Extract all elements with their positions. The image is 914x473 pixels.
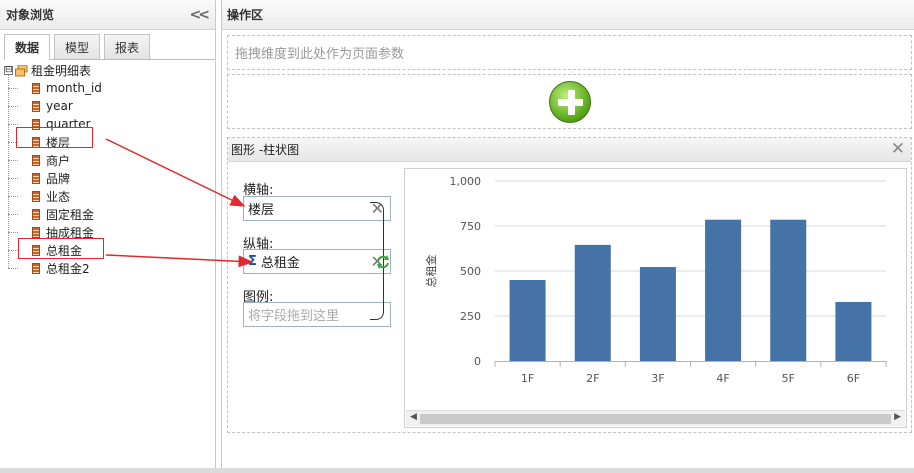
page-param-placeholder: 拖拽维度到此处作为页面参数 [235,47,405,62]
tab-report[interactable]: 报表 [104,34,150,59]
tree-field-item[interactable]: 固定租金 [8,205,102,223]
field-icon [32,100,40,112]
bar-chart: 0 250 500 750 1,000 1F 2F 3F 4F 5F 6F 总租金 ◀ ▶ [404,168,907,428]
field-icon [32,226,40,238]
tree-field-label: 品牌 [46,171,71,186]
x-axis-field-box[interactable]: 楼层 ✕ [243,196,391,221]
field-icon [32,262,40,274]
object-browser-panel: 对象浏览 << 数据 模型 报表 ⊟ 租金明细表 month_id year qua… [0,0,216,468]
y-tick-label: 1,000 [450,175,482,188]
tree-root-label: 租金明细表 [31,64,92,78]
x-tick-label: 6F [847,372,860,385]
tree-root-node[interactable]: ⊟ 租金明细表 [4,62,102,79]
x-axis-field-value: 楼层 [248,203,275,218]
field-icon [32,82,40,94]
collapse-toggle-icon[interactable]: ⊟ [4,65,13,75]
bar [639,267,676,361]
axis-brace [370,202,384,320]
legend-field-box[interactable]: 将字段拖到这里 [243,302,391,327]
bar [509,280,546,361]
field-icon [32,208,40,220]
operation-area: 操作区 拖拽维度到此处作为页面参数 图形 -柱状图 ✕ 横轴: 楼层 ✕ 纵轴:… [221,0,914,468]
tree-field-label: 固定租金 [46,207,95,222]
refresh-swap-icon[interactable] [375,254,391,274]
tree-field-item[interactable]: 总租金 [8,241,102,259]
bar [835,301,872,361]
tree-field-label: 楼层 [46,135,71,150]
y-axis-label: 纵轴: [243,237,274,252]
chart-horizontal-scrollbar[interactable]: ◀ ▶ [406,410,905,426]
green-plus-circle-icon[interactable] [548,80,591,123]
tree-field-label: month_id [46,81,102,95]
scroll-right-icon[interactable]: ▶ [894,412,901,422]
tree-field-item[interactable]: 总租金2 [8,259,102,277]
y-tick-label: 250 [460,310,481,323]
chart-panel-title: 图形 -柱状图 [231,143,300,157]
double-chevron-left-icon[interactable]: << [189,7,211,23]
y-axis-title: 总租金 [424,255,438,288]
sigma-icon: Σ [248,254,257,269]
highlight-box-floor [16,127,93,148]
tree-field-item[interactable]: year [8,97,102,115]
x-tick-label: 5F [782,372,795,385]
bar [574,244,611,361]
operation-area-header: 操作区 [222,0,914,30]
legend-label: 图例: [243,290,274,305]
chart-panel: 图形 -柱状图 ✕ 横轴: 楼层 ✕ 纵轴: Σ 总租金 ✕ 图例: 将字段拖到… [227,137,912,433]
object-browser-title: 对象浏览 [6,8,55,22]
field-icon [32,118,40,130]
highlight-box-total-rent [18,238,104,259]
field-icon [32,244,40,256]
tree-field-label: 总租金 [46,243,83,258]
scrollbar-thumb[interactable] [420,414,891,424]
bar [770,219,807,361]
tree-field-item[interactable]: 商户 [8,151,102,169]
tree-field-label: 商户 [46,153,71,168]
chart-panel-header: 图形 -柱状图 [228,138,911,162]
tree-field-label: 业态 [46,189,71,204]
y-tick-label: 0 [474,355,481,368]
bar-chart-svg: 0 250 500 750 1,000 1F 2F 3F 4F 5F 6F 总租金 [424,175,887,385]
bar [705,219,742,361]
x-tick-label: 2F [586,372,599,385]
tree-field-label: year [46,99,73,113]
page-param-drop-zone[interactable]: 拖拽维度到此处作为页面参数 [227,35,912,70]
tree-field-item[interactable]: 品牌 [8,169,102,187]
table-icon [15,64,28,77]
y-tick-label: 750 [460,220,481,233]
tree-field-item[interactable]: 业态 [8,187,102,205]
tree-field-label: 抽成租金 [46,225,95,240]
browser-tabs: 数据 模型 报表 [4,34,215,60]
y-axis-field-box[interactable]: Σ 总租金 ✕ [243,249,391,274]
field-icon [32,154,40,166]
field-icon [32,190,40,202]
tree-field-item[interactable]: 抽成租金 [8,223,102,241]
add-component-zone [227,74,912,129]
bottom-status-bar [0,468,914,473]
x-tick-label: 1F [521,372,534,385]
close-icon[interactable]: ✕ [890,139,905,159]
field-icon [32,172,40,184]
tree-field-label: 总租金2 [46,261,90,276]
scroll-left-icon[interactable]: ◀ [410,412,417,422]
y-tick-label: 500 [460,265,481,278]
legend-placeholder: 将字段拖到这里 [248,309,340,324]
operation-area-title: 操作区 [227,8,264,22]
tree-field-item[interactable]: month_id [8,79,102,97]
x-axis-label: 横轴: [243,183,274,198]
x-tick-label: 4F [716,372,729,385]
tab-data[interactable]: 数据 [4,34,50,60]
x-tick-label: 3F [651,372,664,385]
object-browser-header: 对象浏览 << [0,0,215,30]
tab-model[interactable]: 模型 [54,34,100,59]
y-axis-field-value: 总租金 [260,256,300,271]
